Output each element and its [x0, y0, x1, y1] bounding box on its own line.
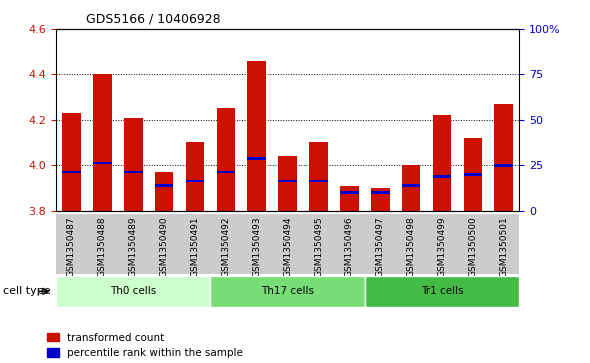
Bar: [62, 113, 81, 211]
Text: Tr1 cells: Tr1 cells: [421, 286, 463, 296]
Bar: [124, 171, 143, 173]
Text: GSM1350489: GSM1350489: [129, 217, 137, 277]
Bar: [371, 191, 389, 194]
Text: GSM1350494: GSM1350494: [283, 217, 292, 277]
Bar: [155, 184, 173, 187]
Text: GSM1350498: GSM1350498: [407, 217, 415, 277]
Bar: [464, 138, 482, 211]
Text: GSM1350501: GSM1350501: [499, 217, 508, 277]
Bar: [186, 143, 204, 211]
Text: GSM1350499: GSM1350499: [438, 217, 447, 277]
Bar: [340, 185, 359, 211]
Bar: [217, 171, 235, 173]
Bar: [211, 276, 365, 307]
Bar: [62, 171, 81, 173]
Text: GSM1350492: GSM1350492: [221, 217, 230, 277]
Bar: [247, 157, 266, 160]
Bar: [402, 184, 421, 187]
Text: GSM1350488: GSM1350488: [98, 217, 107, 277]
Bar: [402, 165, 421, 211]
Text: GSM1350495: GSM1350495: [314, 217, 323, 277]
Text: GSM1350497: GSM1350497: [376, 217, 385, 277]
Text: GDS5166 / 10406928: GDS5166 / 10406928: [86, 12, 220, 25]
Bar: [278, 156, 297, 211]
Text: cell type: cell type: [3, 286, 51, 296]
Text: GSM1350500: GSM1350500: [468, 217, 477, 277]
Bar: [340, 191, 359, 194]
Bar: [432, 175, 451, 178]
Text: GSM1350490: GSM1350490: [160, 217, 169, 277]
Bar: [309, 180, 328, 182]
Bar: [56, 276, 211, 307]
Bar: [371, 188, 389, 211]
Bar: [186, 180, 204, 182]
Bar: [124, 118, 143, 211]
Bar: [494, 104, 513, 211]
Bar: [93, 162, 112, 164]
Bar: [155, 172, 173, 211]
Text: GSM1350487: GSM1350487: [67, 217, 76, 277]
Bar: [365, 276, 519, 307]
Text: GSM1350491: GSM1350491: [191, 217, 199, 277]
Bar: [464, 173, 482, 176]
Text: Th0 cells: Th0 cells: [110, 286, 156, 296]
Bar: [432, 115, 451, 211]
Bar: [494, 164, 513, 167]
Bar: [217, 109, 235, 211]
Bar: [278, 180, 297, 182]
Bar: [309, 143, 328, 211]
Text: Th17 cells: Th17 cells: [261, 286, 314, 296]
Text: GSM1350493: GSM1350493: [253, 217, 261, 277]
Bar: [93, 74, 112, 211]
Bar: [247, 61, 266, 211]
Legend: transformed count, percentile rank within the sample: transformed count, percentile rank withi…: [47, 333, 243, 358]
Text: GSM1350496: GSM1350496: [345, 217, 354, 277]
